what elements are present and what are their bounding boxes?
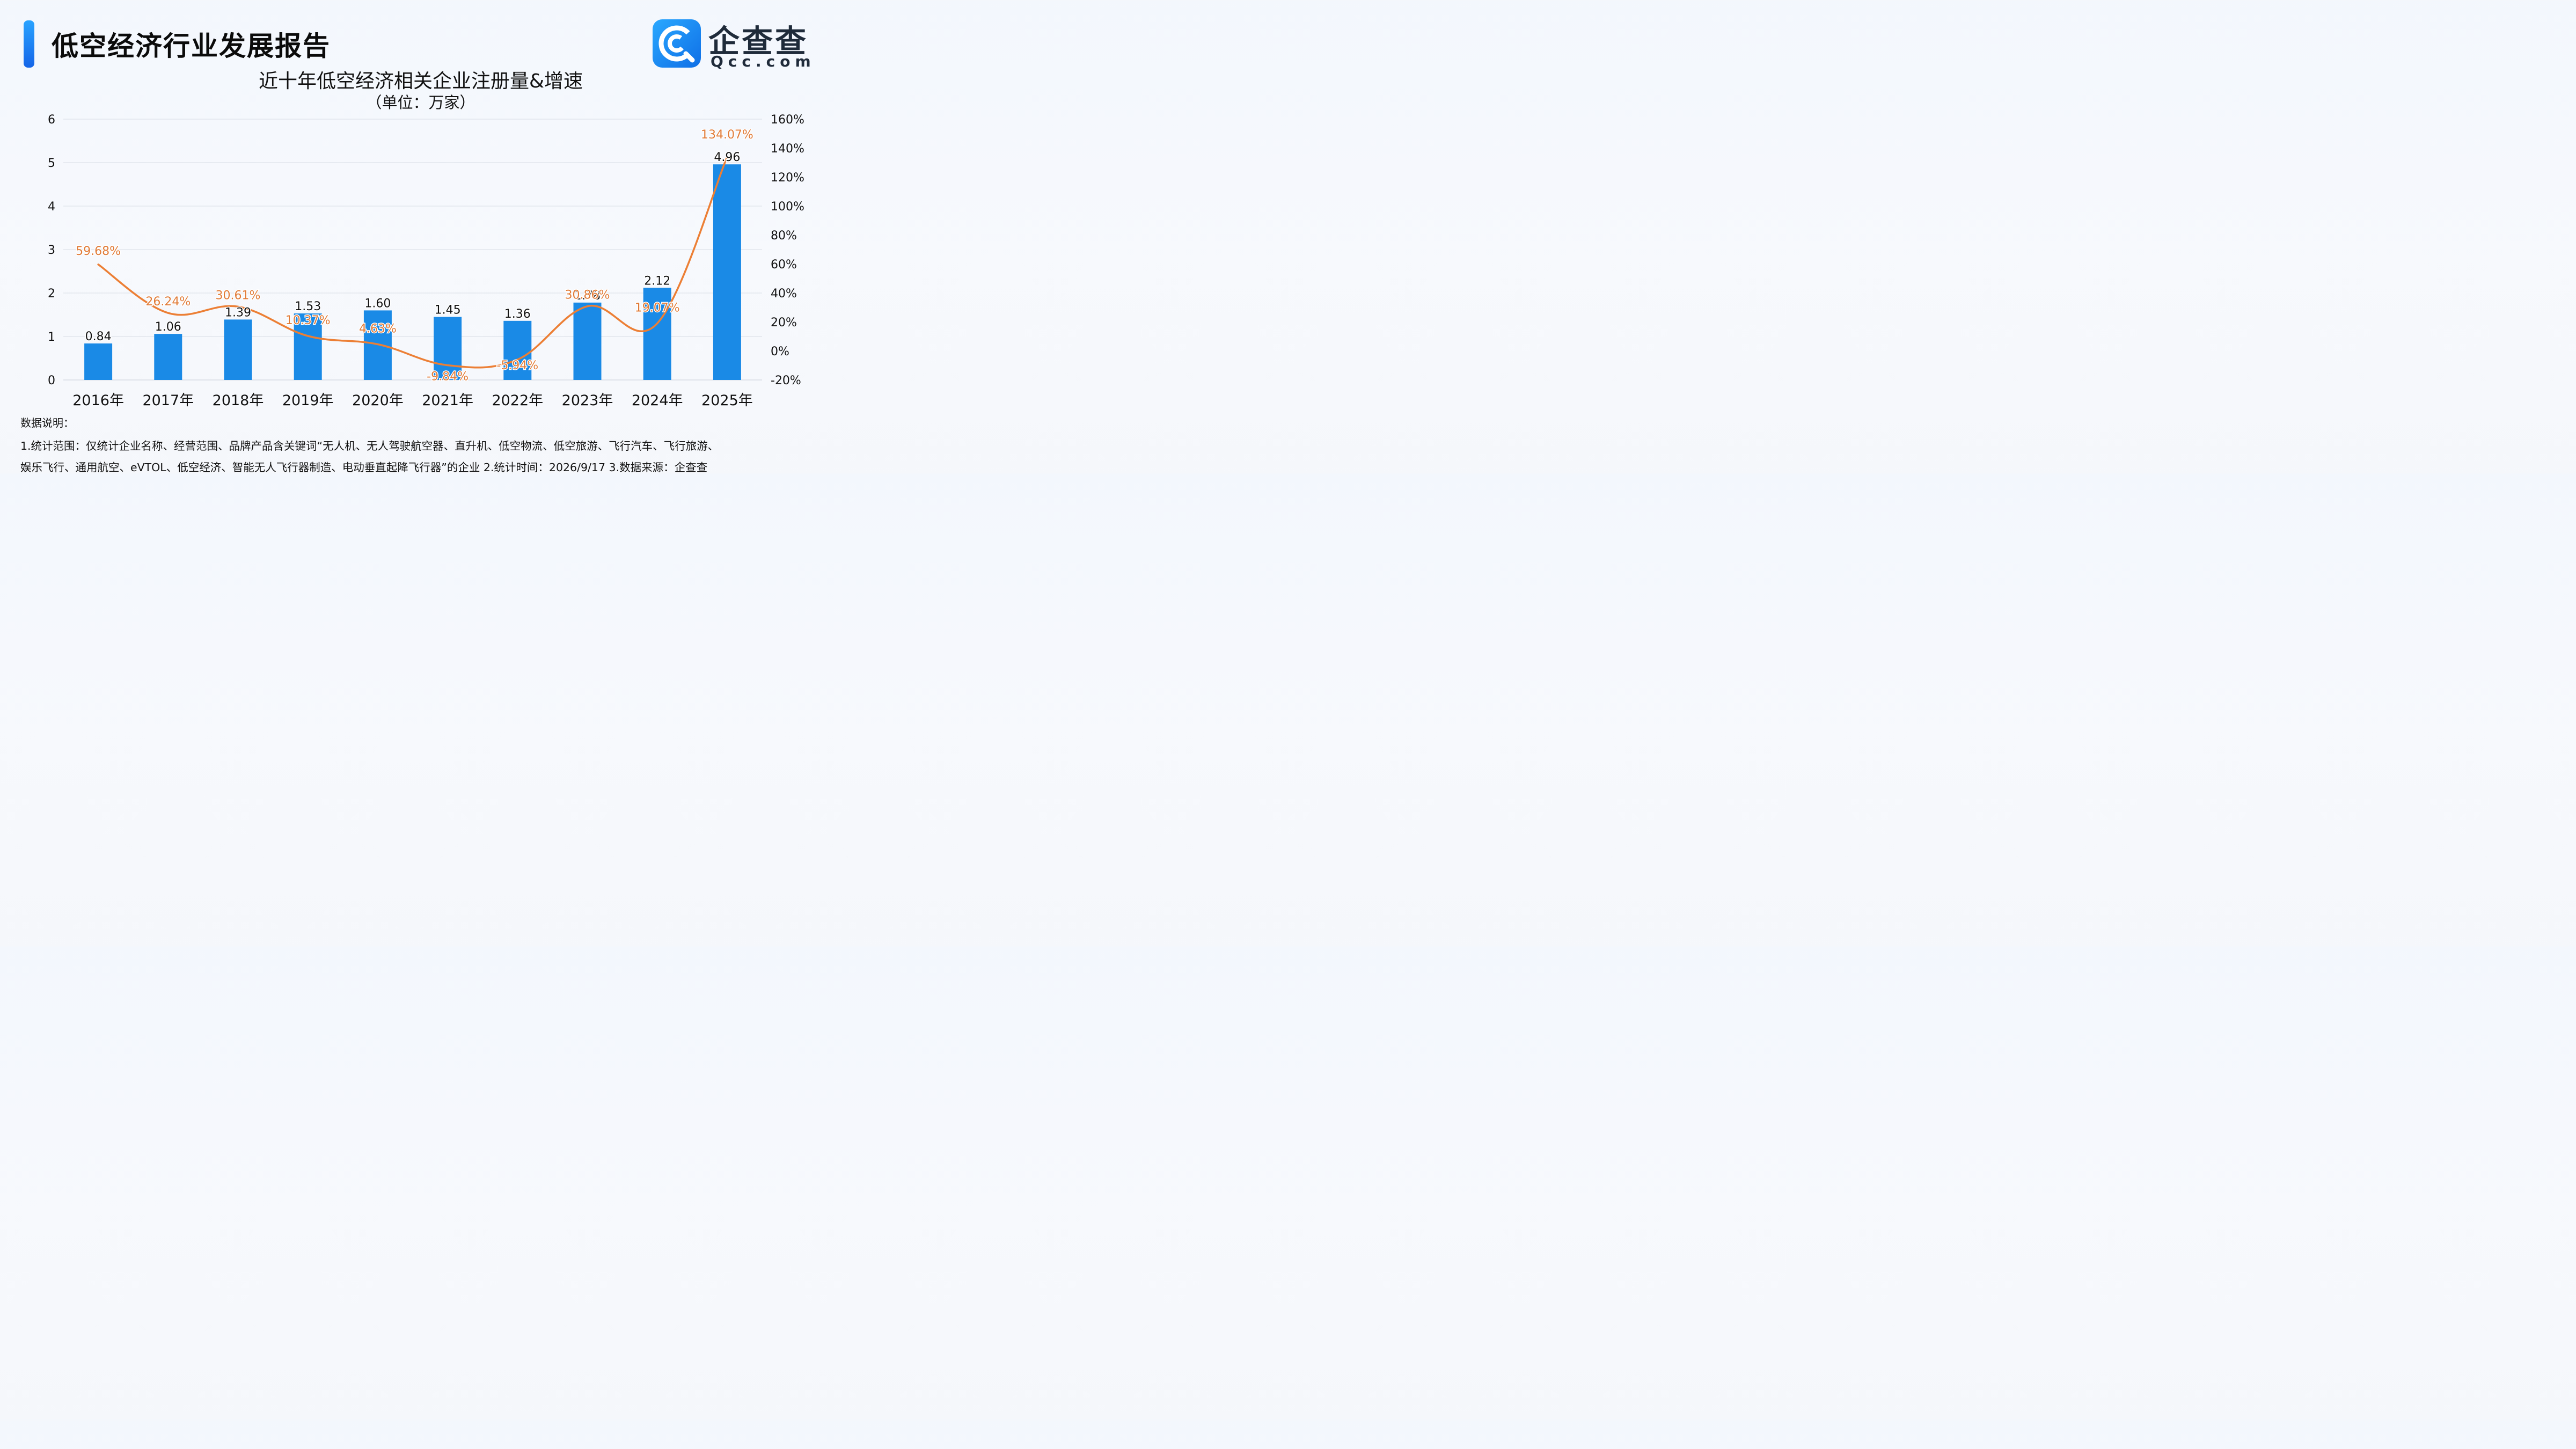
bar-value-label: 1.53 xyxy=(295,300,321,313)
x-tick-label: 2024年 xyxy=(632,392,683,409)
x-tick-label: 2020年 xyxy=(352,392,404,409)
y-left-tick-label: 4 xyxy=(48,200,55,214)
chart-subtitle: （单位：万家） xyxy=(366,93,475,112)
x-tick-label: 2019年 xyxy=(282,392,334,409)
bar-value-label: 1.39 xyxy=(225,306,251,319)
y-right-tick-label: 160% xyxy=(771,113,804,127)
x-tick-label: 2025年 xyxy=(701,392,753,409)
growth-rate-label: 4.63% xyxy=(359,322,397,335)
x-tick-label: 2021年 xyxy=(422,392,473,409)
y-right-tick-label: 100% xyxy=(771,200,804,214)
qcc-logo-icon xyxy=(653,19,701,68)
bar-value-label: 2.12 xyxy=(644,274,670,288)
growth-rate-label: 134.07% xyxy=(701,128,753,142)
report-title: 低空经济行业发展报告 xyxy=(52,31,331,62)
logo-name: 企查查 xyxy=(708,23,809,60)
y-left-tick-label: 1 xyxy=(48,331,55,344)
x-tick-label: 2017年 xyxy=(142,392,194,409)
y-left-tick-label: 5 xyxy=(48,157,55,170)
y-right-tick-label: 60% xyxy=(771,258,797,272)
bar-value-label: 1.36 xyxy=(504,308,531,321)
x-tick-label: 2018年 xyxy=(213,392,264,409)
bar xyxy=(434,317,462,380)
bar-value-label: 4.96 xyxy=(714,151,740,164)
y-right-tick-label: -20% xyxy=(771,374,801,387)
bar xyxy=(643,288,671,380)
notes-heading: 数据说明： xyxy=(20,416,74,429)
growth-rate-label: 30.61% xyxy=(216,289,261,302)
growth-rate-label: 30.86% xyxy=(565,289,610,302)
growth-rate-label: -9.84% xyxy=(427,370,469,384)
bar xyxy=(84,343,113,380)
notes-line-1: 1.统计范围：仅统计企业名称、经营范围、品牌产品含关键词“无人机、无人驾驶航空器… xyxy=(20,440,719,452)
growth-rate-label: 19.07% xyxy=(635,302,680,315)
bar xyxy=(224,319,252,380)
growth-rate-label: -5.94% xyxy=(496,359,538,372)
bar xyxy=(503,320,532,380)
x-tick-label: 2022年 xyxy=(492,392,543,409)
qcc-logo: 企查查 Qcc.com xyxy=(653,19,816,70)
bar xyxy=(154,334,182,380)
bar xyxy=(573,302,602,380)
growth-rate-label: 26.24% xyxy=(145,295,191,309)
bar xyxy=(713,164,741,380)
notes-line-2: 娱乐飞行、通用航空、eVTOL、低空经济、智能无人飞行器制造、电动垂直起降飞行器… xyxy=(20,461,708,474)
y-right-tick-label: 120% xyxy=(771,171,804,185)
bar-value-label: 1.78 xyxy=(574,289,601,303)
chart-title: 近十年低空经济相关企业注册量&增速 xyxy=(258,70,583,92)
title-accent-bar xyxy=(24,20,34,68)
bar-value-label: 0.84 xyxy=(85,330,112,343)
logo-domain: Qcc.com xyxy=(711,53,816,70)
y-left-tick-label: 2 xyxy=(48,287,55,301)
x-tick-label: 2016年 xyxy=(72,392,124,409)
y-left-tick-label: 3 xyxy=(48,244,55,257)
y-left-tick-label: 6 xyxy=(48,113,55,127)
bar-value-label: 1.60 xyxy=(364,297,391,310)
y-left-tick-label: 0 xyxy=(48,374,55,387)
bar-value-label: 1.06 xyxy=(155,320,181,334)
growth-rate-line xyxy=(97,156,728,369)
growth-rate-label: 59.68% xyxy=(76,245,121,258)
y-right-tick-label: 80% xyxy=(771,229,797,243)
y-right-tick-label: 40% xyxy=(771,287,797,301)
bar xyxy=(294,313,322,380)
y-right-tick-label: 20% xyxy=(771,316,797,330)
y-right-tick-label: 0% xyxy=(771,345,789,358)
growth-rate-label: 10.37% xyxy=(286,314,331,327)
y-right-tick-label: 140% xyxy=(771,142,804,156)
bar-value-label: 1.45 xyxy=(435,304,461,317)
chart-plot: 0 1 2 3 4 5 6 -20% 0% 20% 40% 60% 80% 100% 120% 140% 160… xyxy=(48,113,804,409)
x-tick-label: 2023年 xyxy=(562,392,613,409)
